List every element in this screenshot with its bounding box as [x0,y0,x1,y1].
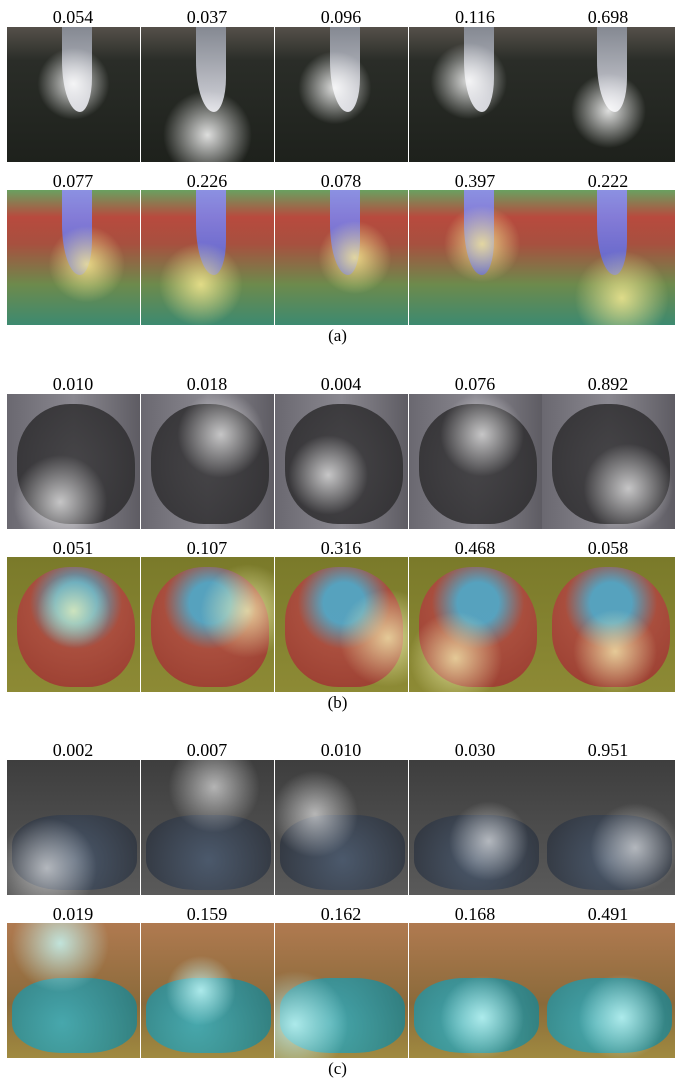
attention-spot [7,557,140,692]
attention-spot [542,760,675,895]
panel-caption: (a) [0,326,675,346]
score-label: 0.018 [140,374,274,394]
attention-spot [542,394,675,529]
heatmap-image [141,557,274,692]
score-label: 0.168 [408,904,542,924]
attention-spot [141,557,274,692]
score-label: 0.010 [6,374,140,394]
score-label: 0.010 [274,740,408,760]
score-label: 0.226 [140,171,274,191]
score-label: 0.004 [274,374,408,394]
score-label: 0.096 [274,7,408,27]
score-label: 0.007 [140,740,274,760]
score-label: 0.116 [408,7,542,27]
attention-spot [7,27,140,162]
score-label: 0.054 [6,7,140,27]
attention-spot [542,923,675,1058]
heatmap-image [7,27,140,162]
score-label: 0.037 [140,7,274,27]
score-label: 0.698 [541,7,675,27]
attention-spot [141,190,274,325]
attention-spot [275,27,408,162]
heatmap-image [275,557,408,692]
score-label: 0.107 [140,538,274,558]
attention-spot [141,27,274,162]
panel-caption: (b) [0,693,675,713]
attention-spot [7,923,140,1058]
heatmap-image [141,394,274,529]
attention-spot [409,190,542,325]
score-label: 0.002 [6,740,140,760]
score-label: 0.491 [541,904,675,924]
attention-spot [275,557,408,692]
score-label: 0.316 [274,538,408,558]
score-label: 0.162 [274,904,408,924]
heatmap-image [409,190,542,325]
attention-spot [275,190,408,325]
score-label: 0.058 [541,538,675,558]
attention-spot [409,394,542,529]
score-label: 0.076 [408,374,542,394]
heatmap-image [141,27,274,162]
score-label: 0.397 [408,171,542,191]
attention-spot [275,923,408,1058]
score-label: 0.159 [140,904,274,924]
attention-spot [275,760,408,895]
heatmap-image [542,923,675,1058]
heatmap-image [7,923,140,1058]
heatmap-image [275,190,408,325]
score-label: 0.222 [541,171,675,191]
heatmap-image [542,557,675,692]
heatmap-image [7,394,140,529]
heatmap-image [275,27,408,162]
figure: 0.0540.0370.0960.1160.698 0.0770.2260.078… [0,0,675,1082]
score-label: 0.030 [408,740,542,760]
attention-spot [275,394,408,529]
heatmap-image [409,557,542,692]
heatmap-image [542,190,675,325]
attention-spot [542,190,675,325]
heatmap-image [409,760,542,895]
attention-spot [409,557,542,692]
heatmap-image [275,394,408,529]
attention-spot [542,27,675,162]
heatmap-image [409,27,542,162]
attention-spot [7,394,140,529]
heatmap-image [409,923,542,1058]
attention-spot [7,190,140,325]
score-label: 0.892 [541,374,675,394]
score-label: 0.078 [274,171,408,191]
heatmap-image [409,394,542,529]
score-label: 0.468 [408,538,542,558]
heatmap-image [275,760,408,895]
score-label: 0.951 [541,740,675,760]
attention-spot [409,923,542,1058]
panel-caption: (c) [0,1059,675,1079]
attention-spot [7,760,140,895]
score-label: 0.077 [6,171,140,191]
attention-spot [141,760,274,895]
heatmap-image [275,923,408,1058]
heatmap-image [542,394,675,529]
score-label: 0.019 [6,904,140,924]
heatmap-image [7,557,140,692]
heatmap-image [7,190,140,325]
attention-spot [542,557,675,692]
heatmap-image [7,760,140,895]
heatmap-image [141,190,274,325]
heatmap-image [542,760,675,895]
attention-spot [409,27,542,162]
attention-spot [141,923,274,1058]
attention-spot [409,760,542,895]
heatmap-image [542,27,675,162]
heatmap-image [141,923,274,1058]
attention-spot [141,394,274,529]
heatmap-image [141,760,274,895]
score-label: 0.051 [6,538,140,558]
